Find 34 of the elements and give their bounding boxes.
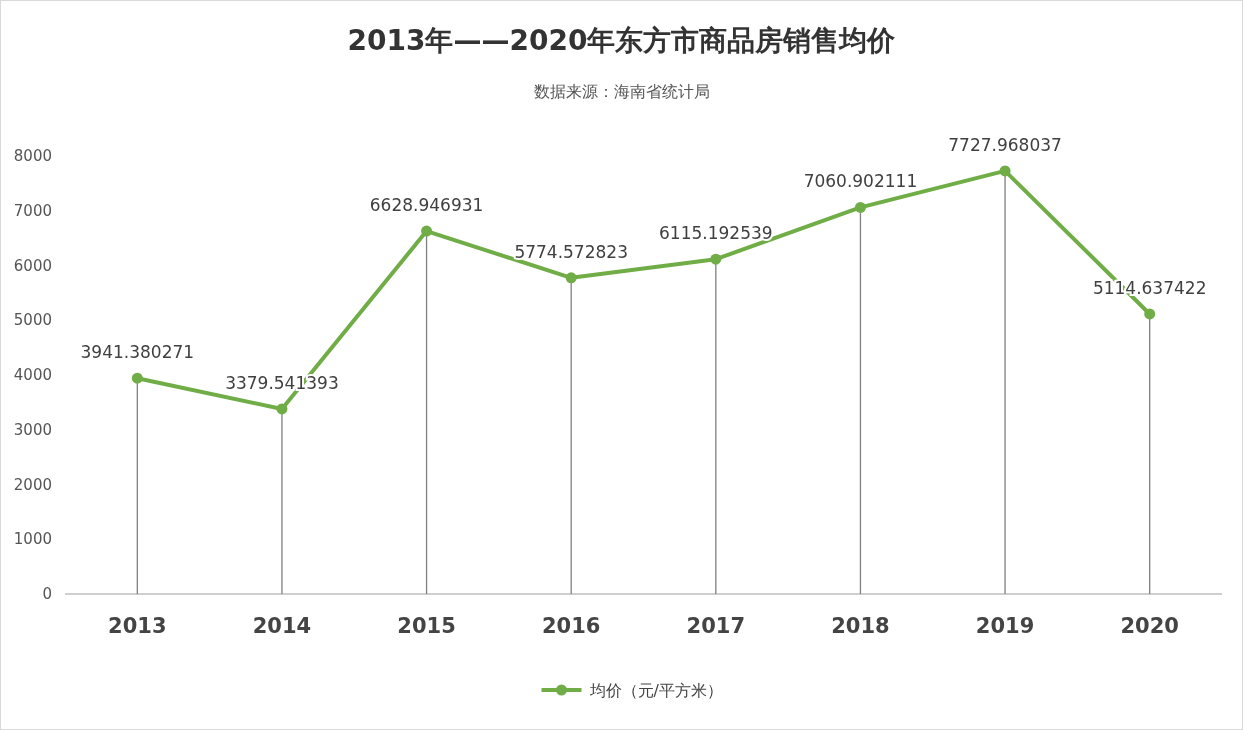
x-tick-label: 2014 <box>252 614 312 638</box>
x-tick-label: 2016 <box>541 614 601 638</box>
legend-label: 均价（元/平方米） <box>588 681 723 700</box>
point <box>565 272 577 284</box>
data-label: 6115.192539 <box>659 223 773 244</box>
x-tick-label: 2015 <box>397 614 456 638</box>
point <box>1144 308 1156 320</box>
point <box>131 372 143 384</box>
chart-subtitle: 数据来源：海南省统计局 <box>533 82 710 101</box>
point <box>421 225 433 237</box>
data-label: 7060.902111 <box>803 171 918 192</box>
point <box>999 165 1011 177</box>
chart-title: 2013年——2020年东方市商品房销售均价 <box>347 24 897 57</box>
x-tick-label: 2019 <box>975 614 1035 638</box>
y-tick-label: 6000 <box>13 256 52 275</box>
x-tick-label: 2013 <box>108 614 167 638</box>
data-label: 7727.968037 <box>948 134 1062 155</box>
y-tick-label: 3000 <box>13 420 52 439</box>
data-label: 3941.380271 <box>80 342 195 363</box>
point <box>276 403 288 415</box>
y-tick-label: 8000 <box>13 147 52 165</box>
y-tick-label: 5000 <box>13 311 52 330</box>
y-tick-label: 2000 <box>13 475 52 494</box>
y-tick-label: 1000 <box>13 530 52 549</box>
y-tick-label: 7000 <box>13 201 52 220</box>
point <box>710 253 722 265</box>
data-label: 6628.946931 <box>369 195 484 216</box>
y-tick-label: 4000 <box>13 366 52 384</box>
y-tick-label: 0 <box>42 585 52 603</box>
data-label: 5774.572823 <box>514 241 628 262</box>
point <box>854 201 866 213</box>
x-tick-label: 2017 <box>686 614 746 638</box>
x-tick-label: 2018 <box>831 614 890 638</box>
x-tick-label: 2020 <box>1120 614 1179 638</box>
